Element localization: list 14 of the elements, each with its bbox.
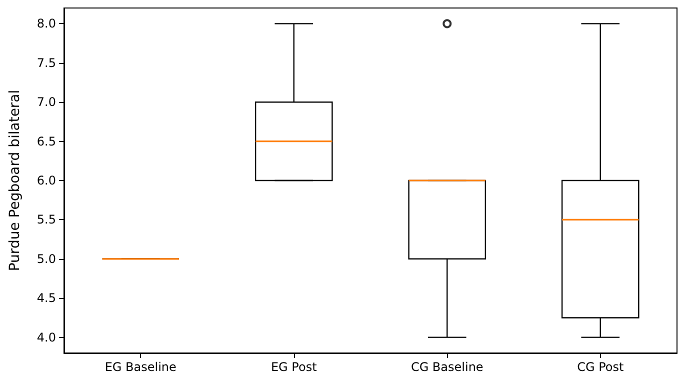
y-tick-label: 6.0 xyxy=(36,174,56,188)
x-tick-label: EG Baseline xyxy=(104,360,176,374)
y-tick-label: 4.0 xyxy=(36,330,56,344)
y-tick-label: 6.5 xyxy=(36,134,56,148)
y-tick-label: 4.5 xyxy=(36,291,56,306)
y-tick-label: 7.0 xyxy=(36,95,56,110)
y-tick-label: 5.0 xyxy=(36,252,56,266)
y-axis-title: Purdue Pegboard bilateral xyxy=(7,90,23,272)
y-tick-label: 5.5 xyxy=(36,212,56,227)
x-tick-label: CG Baseline xyxy=(410,360,484,374)
x-tick-label: CG Post xyxy=(577,360,624,374)
y-tick-label: 7.5 xyxy=(36,56,56,70)
y-tick-label: 8.0 xyxy=(36,16,56,31)
x-tick-label: EG Post xyxy=(270,360,318,374)
